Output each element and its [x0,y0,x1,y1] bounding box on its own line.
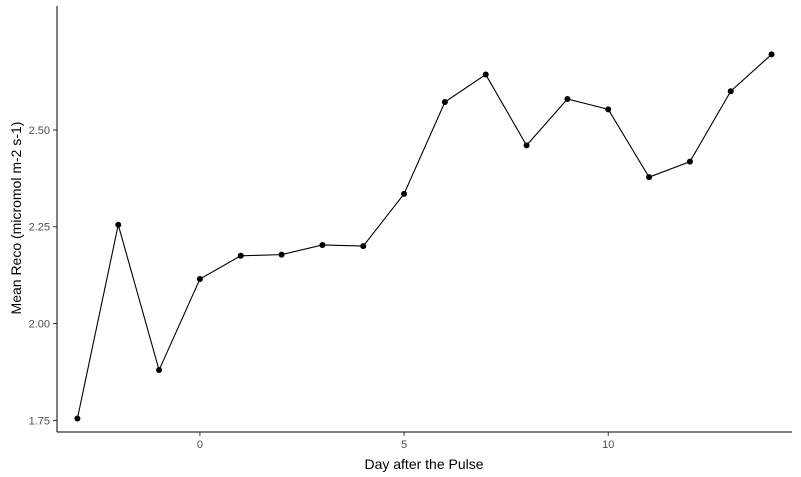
data-point [727,88,734,95]
y-axis-ticks: 1.75 2.00 2.25 2.50 [29,125,57,427]
x-tick-label: 5 [401,439,407,451]
data-point [360,243,367,250]
data-point [401,190,408,197]
data-point [564,95,571,102]
data-point [686,158,693,165]
data-point [74,415,81,422]
data-point [156,367,163,374]
x-axis-title: Day after the Pulse [364,456,483,472]
y-tick-label: 1.75 [29,415,50,427]
data-point [278,251,285,258]
data-point [646,174,653,181]
x-tick-label: 10 [602,439,614,451]
data-point [523,142,530,149]
y-tick-label: 2.00 [29,319,50,331]
series-group [74,51,775,422]
data-point [441,99,448,106]
axes [56,6,792,433]
x-tick-label: 0 [197,439,203,451]
data-point [605,106,612,113]
data-point [237,252,244,259]
data-point [196,276,203,283]
y-tick-label: 2.25 [29,222,50,234]
y-tick-label: 2.50 [29,125,50,137]
data-point [768,51,775,58]
x-axis-ticks: 0 5 10 [197,432,614,451]
data-point [482,71,489,78]
data-point [115,221,122,228]
y-axis-title: Mean Reco (micromol m-2 s-1) [8,122,24,315]
data-point [319,241,326,248]
series-line [76,54,772,419]
